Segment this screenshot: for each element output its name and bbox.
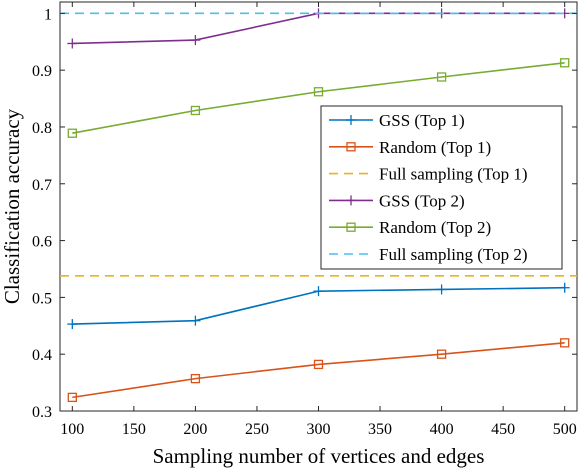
legend: GSS (Top 1) Random (Top 1) Full sampling (… (320, 105, 563, 270)
x-tick-label-5: 300 (307, 421, 331, 438)
series-2-point-2 (190, 373, 201, 384)
legend-label-1: GSS (Top 1) (379, 111, 465, 130)
y-axis-label: Classification accuracy (0, 108, 24, 304)
x-tick-label-7: 400 (430, 421, 454, 438)
series-2-line (72, 342, 565, 399)
series-2-point-3 (313, 359, 324, 370)
x-tick-label-3: 200 (183, 421, 207, 438)
y-tick-label-1: 0.3 (32, 404, 52, 421)
series-4-point-1 (67, 38, 78, 49)
series-5-point-5 (560, 58, 570, 68)
y-tick-label-5: 0.7 (32, 177, 52, 194)
series-1-point-1 (67, 319, 78, 330)
series-1-point-3 (313, 286, 324, 297)
y-tick-label-7: 0.9 (32, 63, 52, 80)
series-5-point-1 (67, 128, 77, 138)
series-layer (60, 8, 577, 403)
series-1-point-2 (190, 315, 201, 326)
series-5-point-4 (436, 72, 447, 82)
series-1-point-5 (559, 282, 570, 293)
axes-layer: 100 150 200 250 300 350 400 450 500 0.3 0.4 0.5 0.6 0… (32, 2, 577, 438)
legend-label-3: Full sampling (Top 1) (379, 165, 528, 184)
legend-marker-5 (346, 222, 356, 232)
series-5-line (72, 61, 565, 135)
x-axis-label: Sampling number of vertices and edges (153, 444, 485, 468)
x-tick-label-8: 450 (491, 421, 515, 438)
series-2-point-4 (436, 349, 447, 359)
series-1-point-4 (436, 284, 447, 295)
legend-label-2: Random (Top 1) (379, 138, 491, 157)
x-tick-label-4: 250 (245, 421, 269, 438)
y-tick-label-6: 0.8 (32, 120, 52, 137)
series-2-point-1 (67, 392, 77, 403)
legend-label-4: GSS (Top 2) (379, 191, 465, 210)
x-tick-label-2: 150 (122, 421, 146, 438)
series-4-point-2 (190, 35, 201, 46)
legend-box (320, 105, 563, 270)
series-5-point-2 (190, 105, 201, 116)
legend-marker-2 (346, 142, 356, 152)
legend-marker-1 (346, 115, 356, 125)
x-tick-label-6: 350 (368, 421, 392, 438)
x-tick-label-1: 100 (60, 421, 84, 438)
series-5-point-3 (313, 87, 324, 97)
y-tick-label-8: 1 (44, 6, 52, 23)
legend-label-5: Random (Top 2) (379, 218, 491, 237)
y-tick-label-3: 0.5 (32, 290, 52, 307)
legend-marker-4 (346, 195, 356, 206)
legend-label-6: Full sampling (Top 2) (379, 245, 528, 264)
x-tick-label-9: 500 (553, 421, 577, 438)
y-tick-label-2: 0.4 (32, 347, 52, 364)
series-2-point-5 (560, 338, 570, 348)
y-tick-label-4: 0.6 (32, 234, 52, 251)
